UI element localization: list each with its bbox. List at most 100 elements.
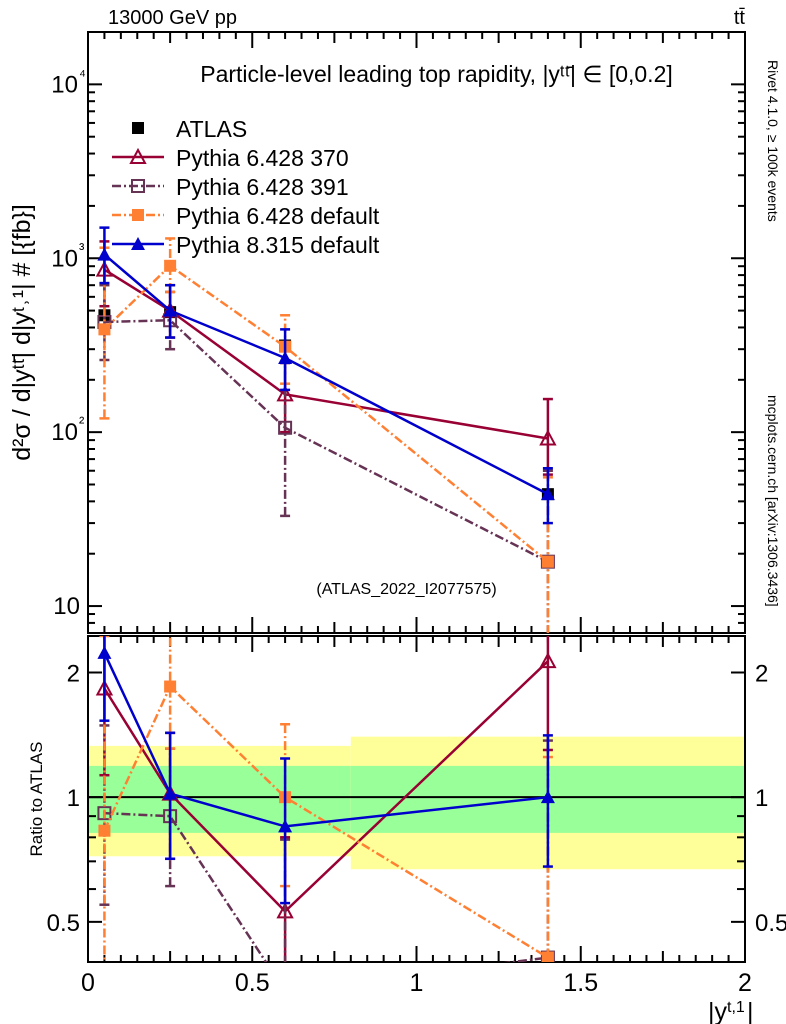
- data-point: [164, 259, 177, 272]
- legend-label: Pythia 8.315 default: [176, 232, 380, 258]
- data-point: [540, 790, 555, 804]
- series-1-markers: [95, 260, 557, 446]
- legend-label: Pythia 6.428 370: [176, 145, 349, 171]
- x-axis-tick-label: 1.5: [563, 969, 598, 997]
- y-axis-tick-label: 10 ⁴: [51, 67, 86, 98]
- beam-energy-label: 13000 GeV pp: [108, 7, 237, 29]
- y-tick-exponent: ³: [79, 241, 85, 258]
- data-point: [97, 645, 112, 659]
- data-point: [164, 680, 177, 693]
- legend-item-atlas: ATLAS: [132, 116, 247, 142]
- ratio-series-0-line: [103, 660, 549, 914]
- legend: ATLAS Pythia 6.428 370 Pythia 6.428 391 Pyt…: [112, 116, 380, 258]
- x-axis-tick-label: 2: [738, 969, 752, 997]
- x-axis-title-superscript: t,1: [727, 999, 745, 1016]
- y-axis-tick-label: 10 ²: [51, 415, 85, 446]
- y-axis-tick-label: 10: [53, 593, 80, 620]
- legend-item-py6-391: Pythia 6.428 391: [112, 174, 349, 200]
- y-tick-mantissa: 10: [51, 245, 78, 272]
- series-3-line: [103, 264, 549, 563]
- legend-label: Pythia 6.428 391: [176, 174, 349, 200]
- y-tick-mantissa: 10: [51, 419, 78, 446]
- data-point: [279, 985, 291, 997]
- band-inner: [88, 765, 351, 833]
- y-tick-mantissa: 10: [51, 71, 78, 98]
- series-3-markers: [98, 259, 554, 568]
- ratio-y-tick-label: 0.5: [47, 910, 80, 937]
- process-label: tt̄: [734, 7, 746, 29]
- data-point: [97, 806, 112, 821]
- y-tick-exponent: ⁴: [79, 67, 86, 84]
- legend-marker-sample: [131, 179, 145, 193]
- legend-item-py6-def: Pythia 6.428 default: [112, 203, 380, 229]
- ratio-y-tick-label-right: 2: [755, 661, 768, 688]
- data-point: [97, 247, 112, 261]
- ratio-y-axis-title: Ratio to ATLAS: [27, 742, 46, 857]
- ratio-y-tick-label-right: 1: [755, 785, 768, 812]
- series-0-markers: [98, 306, 554, 501]
- title-group: Particle-level leading top rapidity, |yᵗ…: [200, 61, 673, 87]
- x-axis-title-group: |y t,1 |: [708, 998, 754, 1024]
- ratio-series-1-line: [104, 811, 549, 962]
- main-panel-data: [95, 226, 557, 633]
- series-4: [97, 226, 555, 525]
- series-1: [95, 240, 557, 476]
- ratio-y-tick-label-right: 0.5: [755, 910, 786, 937]
- ratio-series-3: [97, 636, 555, 905]
- rivet-version-label: Rivet 4.1.0, ≥ 100k events: [765, 60, 781, 222]
- data-point: [98, 824, 111, 837]
- data-point: [541, 951, 554, 962]
- legend-item-py8-def: Pythia 8.315 default: [112, 232, 380, 258]
- x-axis-tick-label: 0.5: [235, 969, 270, 997]
- legend-label: ATLAS: [176, 116, 247, 142]
- series-0: [98, 306, 554, 501]
- y-axis-title: d²σ / d|yᵗᵗ̄| d|yᵗ˒¹| # [{fb}]: [8, 204, 36, 461]
- data-point: [539, 652, 557, 669]
- y-tick-text: 10: [53, 593, 80, 620]
- series-4-markers: [97, 247, 555, 501]
- ratio-panel-data: [95, 636, 557, 997]
- side-annotations: Rivet 4.1.0, ≥ 100k events mcplots.cern.c…: [765, 60, 781, 607]
- series-2-line: [104, 318, 549, 563]
- data-point: [539, 429, 557, 446]
- x-axis-tick-label: 1: [410, 969, 424, 997]
- mcplots-source-label: mcplots.cern.ch [arXiv:1306.3436]: [765, 395, 781, 607]
- plot-title: Particle-level leading top rapidity, |yᵗ…: [200, 61, 673, 87]
- data-point: [278, 819, 293, 833]
- x-axis-title: |y: [708, 998, 727, 1024]
- ratio-y-tick-label: 1: [67, 785, 80, 812]
- series-1-line: [103, 268, 549, 440]
- ratio-y-tick-label: 2: [67, 661, 80, 688]
- legend-label: Pythia 6.428 default: [176, 203, 380, 229]
- y-tick-exponent: ²: [79, 415, 85, 432]
- dataset-watermark: (ATLAS_2022_I2077575): [316, 581, 496, 598]
- data-point: [540, 487, 555, 501]
- legend-marker-sample: [132, 209, 144, 221]
- data-point: [98, 323, 111, 336]
- watermark-group: (ATLAS_2022_I2077575): [316, 581, 496, 598]
- data-point: [278, 350, 293, 364]
- data-point: [163, 786, 178, 800]
- y-axis-tick-label: 10 ³: [51, 241, 85, 272]
- x-axis-tick-label: 0: [81, 969, 95, 997]
- data-point: [278, 420, 293, 435]
- x-axis-title-close: |: [747, 998, 754, 1024]
- legend-marker-sample: [132, 122, 144, 134]
- series-4-errorbars: [99, 226, 553, 525]
- ratio-series-3-line: [103, 652, 549, 828]
- data-point: [163, 303, 178, 317]
- series-1-errorbars: [99, 240, 553, 476]
- data-point: [541, 555, 554, 568]
- legend-marker-sample: [131, 237, 145, 250]
- header-row: 13000 GeV pp tt̄: [108, 7, 745, 29]
- legend-item-py6-370: Pythia 6.428 370: [112, 145, 349, 171]
- ratio-uncertainty-bands: [88, 736, 745, 870]
- ratio-series-2-markers: [98, 680, 554, 962]
- legend-marker-sample: [129, 147, 147, 164]
- series-4-line: [103, 253, 549, 496]
- ratio-series-2-line: [103, 684, 549, 959]
